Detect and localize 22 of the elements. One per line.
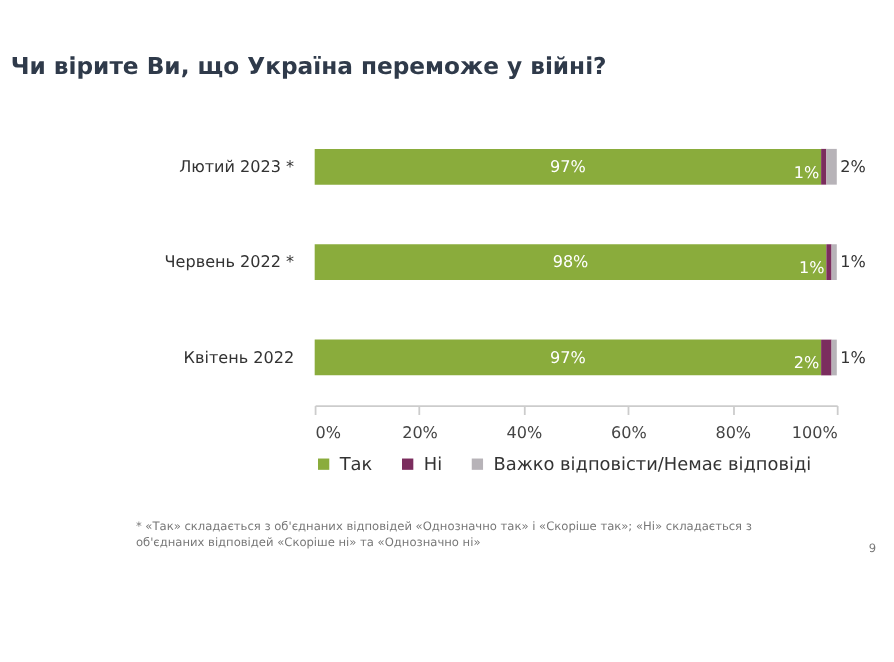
data-label: 1% [793,163,821,182]
legend-label: Ні [423,455,443,476]
y-tick-label: Червень 2022 * [164,253,295,272]
x-tick-label: 100% [791,424,839,443]
legend-label: Так [337,455,374,476]
data-label: 97% [550,158,587,177]
data-label: 1% [840,253,867,272]
chart-title: Чи вірите Ви, що Україна переможе у війні? [10,52,607,81]
data-label: 1% [840,348,867,367]
data-label: 97% [550,348,587,367]
data-label: 98% [552,253,590,272]
data-label: 2% [793,354,821,373]
y-tick-label: Лютий 2023 * [179,158,295,177]
x-tick-label: 20% [402,424,439,443]
x-tick-label: 40% [506,424,543,443]
data-label: 1% [799,258,826,277]
y-tick-label: Квітень 2022 [183,348,295,367]
legend-label: Важко відповісти/Немає відповіді [493,455,812,476]
data-label: 2% [840,158,867,177]
x-tick-label: 80% [715,424,752,443]
x-tick-label: 0% [315,424,342,443]
x-tick-label: 60% [610,424,648,443]
